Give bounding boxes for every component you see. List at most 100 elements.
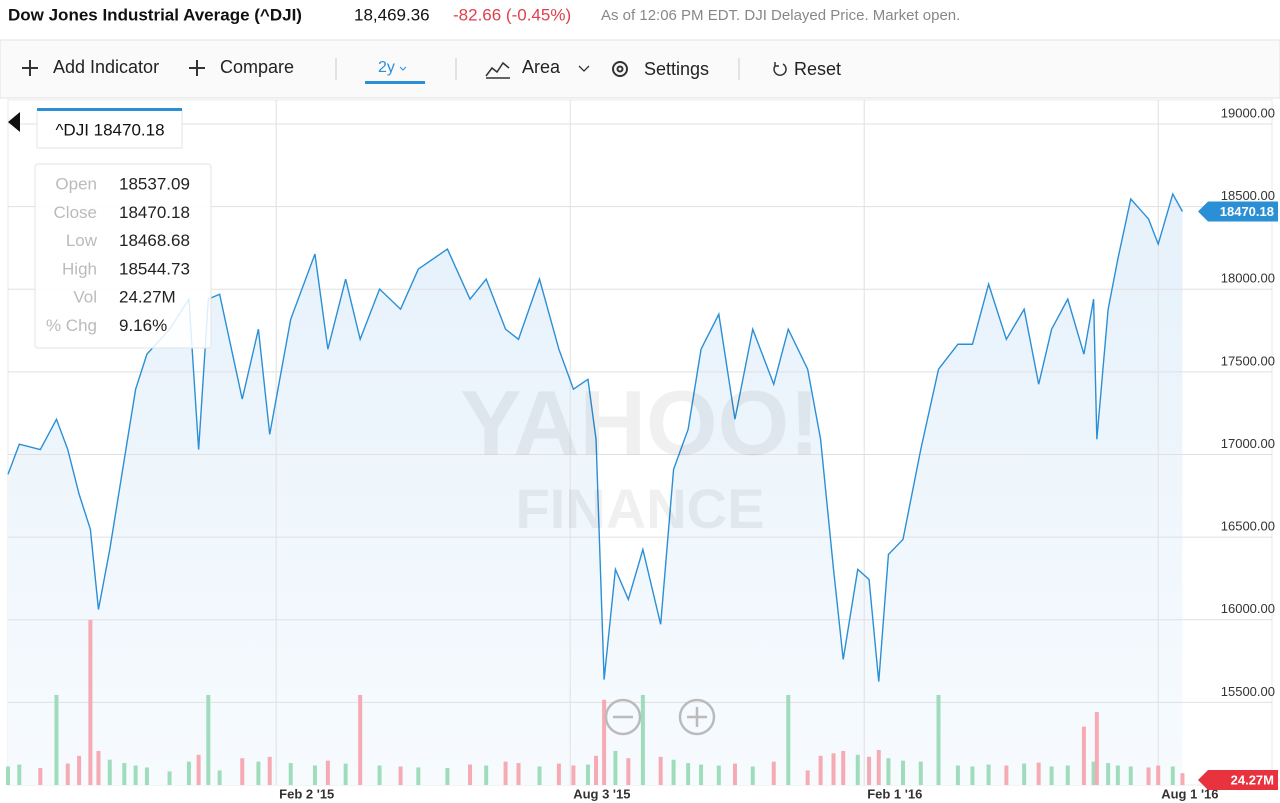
volume-bar [503,761,508,785]
legend-arrow [8,112,20,132]
volume-bar [602,699,607,785]
volume-bar [133,765,138,785]
volume-bar [96,750,101,785]
tooltip-key: % Chg [46,316,97,335]
volume-bar [1081,726,1086,785]
volume-bar [771,761,776,785]
volume-bar [571,765,576,785]
volume-bar [831,753,836,785]
settings[interactable]: Settings [644,59,709,79]
volume-bar [516,763,521,785]
price-tag [1198,201,1278,222]
legend-accent [37,108,182,111]
x-tick-label: Feb 1 '16 [867,786,922,801]
volume-bar [1128,766,1133,785]
volume-bar [77,755,82,785]
y-tick-label: 18500.00 [1221,188,1275,203]
reset[interactable]: Reset [794,59,841,79]
tooltip-box [34,163,212,349]
volume-bar [167,771,172,785]
y-tick-label: 17500.00 [1221,353,1275,368]
tooltip-key: Low [66,231,98,250]
volume-bar [732,763,737,785]
volume-bar [1156,765,1161,785]
volume-bar [484,765,489,785]
quote-note: As of 12:06 PM EDT. DJI Delayed Price. M… [601,7,960,24]
watermark: FINANCE [516,477,765,540]
tooltip-value: 9.16% [119,316,167,335]
y-tick-label: 19000.00 [1221,105,1275,120]
volume-bar [955,765,960,785]
volume-bar [468,764,473,785]
volume-bar [805,770,810,785]
y-tick-label: 15500.00 [1221,684,1275,699]
volume-bar [1004,765,1009,785]
volume-bar [876,749,881,785]
volume-bar [186,761,191,785]
volume-bar [1115,765,1120,785]
volume-bar [107,759,112,785]
tooltip-value: 24.27M [119,288,176,307]
tooltip-key: Open [55,174,97,193]
volume-bar [699,764,704,785]
volume-bar [626,758,631,785]
volume-bar [288,763,293,785]
volume-bar [358,694,363,785]
volume-bar [671,759,676,785]
quote-change: -82.66 (-0.45%) [453,5,571,24]
x-tick-label: Feb 2 '15 [279,786,334,801]
zoom-buttons[interactable] [604,698,716,736]
volume-bar [267,756,272,785]
toolbar [0,39,1280,99]
volume-bar [88,619,93,785]
tooltip-key: Vol [73,288,97,307]
volume-bar [750,766,755,785]
volume-bar [986,764,991,785]
volume-bar [122,763,127,785]
chart-type[interactable]: Area [522,57,561,77]
volume-bar [206,694,211,785]
y-tick-label: 17000.00 [1221,436,1275,451]
volume-bar [886,758,891,785]
range-select[interactable]: 2y [378,59,395,76]
x-tick-label: Aug 1 '16 [1161,786,1218,801]
range-caret [399,66,407,71]
add-indicator[interactable]: Add Indicator [53,57,159,77]
watermark: YAHOO! [460,372,820,474]
volume-bar [594,755,599,785]
volume-bar [1036,762,1041,785]
area-fill [8,194,1183,785]
volume-bar [1049,766,1054,785]
y-tick-label: 16000.00 [1221,601,1275,616]
volume-bar [1065,765,1070,785]
volume-bar [256,761,261,785]
volume-bar [54,694,59,785]
volume-bar [855,754,860,785]
y-tick-label: 18000.00 [1221,271,1275,286]
volume-bar [196,754,201,785]
volume-bar [556,763,561,785]
volume-bar [240,758,245,785]
compare[interactable]: Compare [220,57,294,77]
volume-bar [38,767,43,785]
volume-tag [1198,770,1278,790]
volume-bar [841,750,846,785]
legend-box [36,109,183,149]
x-tick-label: Aug 3 '15 [573,786,630,801]
volume-bar [1146,767,1151,785]
volume-bar [1094,711,1099,785]
volume-bar [970,766,975,785]
volume-bar [6,766,10,785]
volume-bar [445,767,450,785]
volume-bar [65,763,70,785]
quote-price: 18,469.36 [354,5,430,24]
volume-bar [377,765,382,785]
volume-bar [640,694,645,785]
volume-bar [343,763,348,785]
volume-bar [217,770,222,785]
volume-bar [613,750,618,785]
plot: 15500.00 16000.00 16500.00 17000.00 17500.00… [6,99,1278,801]
y-tick-label: 16500.00 [1221,519,1275,534]
volume-bar [867,756,872,785]
